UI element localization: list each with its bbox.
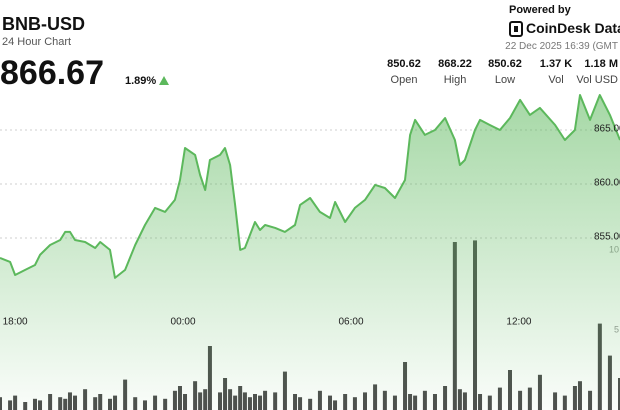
y-tick-label: 865.00: [594, 124, 620, 135]
stat-value: 868.22: [438, 58, 472, 70]
x-tick-label: 12:00: [506, 317, 531, 328]
stat-value: 850.62: [387, 58, 421, 70]
price-area: [0, 95, 620, 410]
stat-label: High: [443, 74, 467, 86]
logo-frame: [509, 21, 523, 37]
stat-value: 850.62: [488, 58, 522, 70]
stat-label: Vol USD: [576, 74, 618, 86]
y-tick-label: 855.00: [594, 232, 620, 243]
x-tick-label: 18:00: [3, 317, 28, 328]
brand-logo: [509, 21, 523, 37]
timestamp: 22 Dec 2025 16:39 (GMT: [505, 41, 618, 52]
up-arrow: [159, 76, 169, 85]
period: 24 Hour Chart: [2, 36, 72, 48]
x-tick-label: 00:00: [171, 317, 196, 328]
x-tick-label: 06:00: [338, 317, 363, 328]
up-arrow-shape: [159, 76, 169, 85]
stat-value: 1.18 M: [584, 58, 618, 70]
stat-label: Low: [494, 74, 516, 86]
symbol: BNB-USD: [2, 14, 85, 34]
y-tick-label: 860.00: [594, 178, 620, 189]
change: 1.89%: [125, 75, 157, 87]
stat-label: Open: [390, 74, 418, 86]
powered-by: Powered by: [509, 4, 571, 16]
stat-value: 1.37 K: [539, 58, 573, 70]
brand: CoinDesk Data: [526, 20, 620, 36]
logo-core: [514, 26, 518, 32]
stat-label: Vol: [548, 74, 564, 86]
price-line: [0, 94, 620, 279]
price: 866.67: [0, 54, 104, 92]
